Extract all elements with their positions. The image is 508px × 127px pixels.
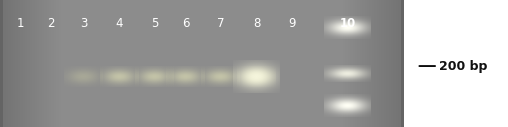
Text: 1: 1 (17, 17, 24, 29)
Text: 7: 7 (217, 17, 225, 29)
Text: 3: 3 (80, 17, 87, 29)
Text: 6: 6 (182, 17, 189, 29)
Text: 10: 10 (340, 17, 356, 29)
Text: 5: 5 (151, 17, 158, 29)
Text: 4: 4 (116, 17, 123, 29)
Text: 9: 9 (289, 17, 296, 29)
Text: 200 bp: 200 bp (439, 60, 488, 73)
Text: 8: 8 (253, 17, 260, 29)
Text: 2: 2 (47, 17, 54, 29)
